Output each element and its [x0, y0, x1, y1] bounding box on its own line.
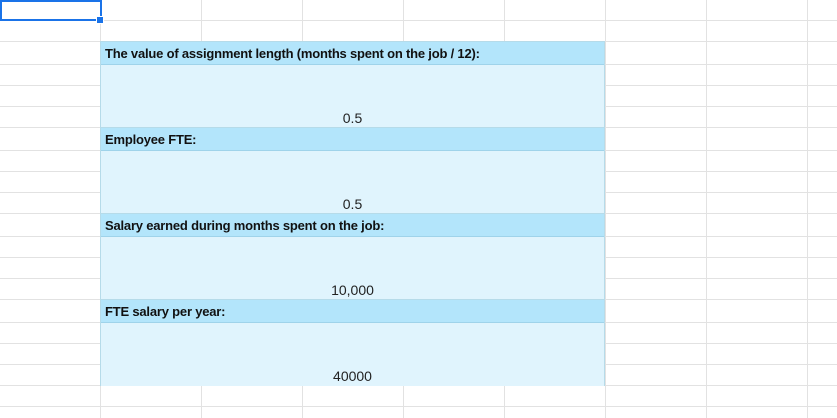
employee-fte-block: Employee FTE: 0.5 [100, 127, 605, 215]
fill-handle[interactable] [96, 16, 104, 24]
fte-salary-block: FTE salary per year: 40000 [100, 299, 605, 386]
assignment-length-value: 0.5 [342, 110, 363, 126]
fte-salary-value: 40000 [333, 368, 372, 384]
employee-fte-value: 0.5 [342, 196, 363, 212]
assignment-length-label[interactable]: The value of assignment length (months s… [101, 42, 604, 65]
salary-earned-cell[interactable]: 10,000 [101, 237, 604, 300]
employee-fte-label[interactable]: Employee FTE: [101, 128, 604, 151]
fte-salary-cell[interactable]: 40000 [101, 323, 604, 386]
employee-fte-cell[interactable]: 0.5 [101, 151, 604, 214]
fte-salary-label[interactable]: FTE salary per year: [101, 300, 604, 323]
column-gridline [605, 0, 606, 418]
salary-earned-label[interactable]: Salary earned during months spent on the… [101, 214, 604, 237]
assignment-length-block: The value of assignment length (months s… [100, 41, 605, 129]
column-gridline [807, 0, 808, 418]
salary-earned-value: 10,000 [331, 282, 374, 298]
salary-earned-block: Salary earned during months spent on the… [100, 213, 605, 301]
column-gridline [706, 0, 707, 418]
assignment-length-cell[interactable]: 0.5 [101, 65, 604, 128]
row-gridline [0, 20, 837, 21]
selected-cell[interactable] [0, 0, 102, 21]
row-gridline [0, 406, 837, 407]
